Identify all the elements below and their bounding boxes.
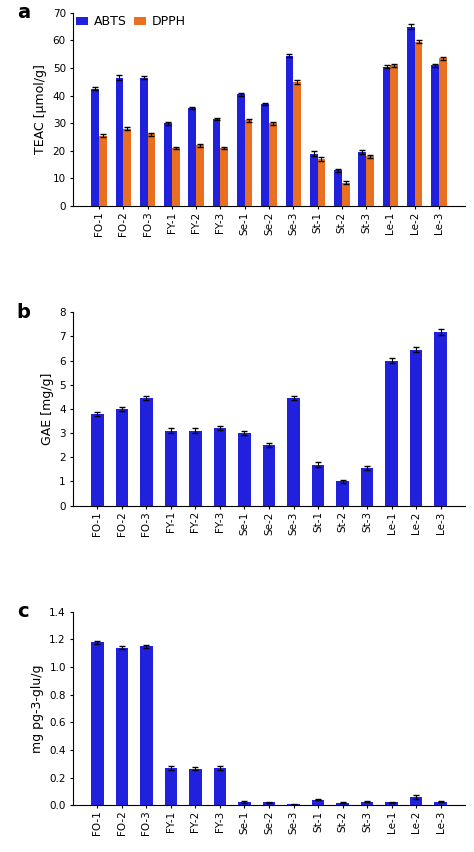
- Bar: [337, 803, 349, 805]
- Bar: [164, 124, 172, 206]
- Bar: [116, 648, 128, 805]
- Bar: [261, 104, 269, 206]
- Bar: [439, 58, 447, 206]
- Y-axis label: GAE [mg/g]: GAE [mg/g]: [41, 373, 54, 445]
- Bar: [116, 409, 128, 505]
- Bar: [287, 398, 300, 505]
- Text: b: b: [17, 302, 31, 322]
- Bar: [196, 146, 204, 206]
- Bar: [361, 468, 373, 505]
- Bar: [415, 42, 422, 206]
- Bar: [91, 642, 103, 805]
- Bar: [334, 170, 342, 206]
- Bar: [238, 433, 251, 505]
- Bar: [91, 414, 103, 505]
- Bar: [385, 803, 398, 805]
- Bar: [435, 802, 447, 805]
- Bar: [140, 647, 153, 805]
- Bar: [189, 431, 201, 505]
- Bar: [435, 331, 447, 505]
- Bar: [285, 55, 293, 206]
- Bar: [140, 78, 147, 206]
- Bar: [147, 135, 155, 206]
- Bar: [358, 153, 366, 206]
- Bar: [391, 66, 398, 206]
- Bar: [263, 803, 275, 805]
- Bar: [361, 802, 373, 805]
- Bar: [383, 66, 391, 206]
- Bar: [310, 153, 318, 206]
- Bar: [220, 148, 228, 206]
- Text: a: a: [17, 3, 30, 22]
- Bar: [385, 360, 398, 505]
- Bar: [140, 398, 153, 505]
- Text: c: c: [17, 602, 28, 621]
- Bar: [91, 89, 99, 206]
- Bar: [312, 800, 324, 805]
- Bar: [188, 108, 196, 206]
- Bar: [165, 768, 177, 805]
- Bar: [410, 350, 422, 505]
- Bar: [116, 78, 123, 206]
- Bar: [214, 768, 226, 805]
- Bar: [214, 429, 226, 505]
- Bar: [172, 148, 180, 206]
- Bar: [407, 26, 415, 206]
- Bar: [189, 769, 201, 805]
- Bar: [237, 95, 245, 206]
- Bar: [238, 802, 251, 805]
- Bar: [410, 797, 422, 805]
- Bar: [366, 157, 374, 206]
- Bar: [342, 182, 350, 206]
- Bar: [165, 431, 177, 505]
- Legend: ABTS, DPPH: ABTS, DPPH: [76, 15, 185, 28]
- Y-axis label: TEAC [μmol/g]: TEAC [μmol/g]: [34, 65, 47, 154]
- Y-axis label: mg pg-3-glu/g: mg pg-3-glu/g: [31, 665, 44, 753]
- Bar: [312, 464, 324, 505]
- Bar: [269, 124, 277, 206]
- Bar: [123, 129, 131, 206]
- Bar: [293, 82, 301, 206]
- Bar: [431, 66, 439, 206]
- Bar: [263, 446, 275, 505]
- Bar: [99, 135, 107, 206]
- Bar: [337, 481, 349, 505]
- Bar: [245, 120, 253, 206]
- Bar: [213, 119, 220, 206]
- Bar: [318, 159, 325, 206]
